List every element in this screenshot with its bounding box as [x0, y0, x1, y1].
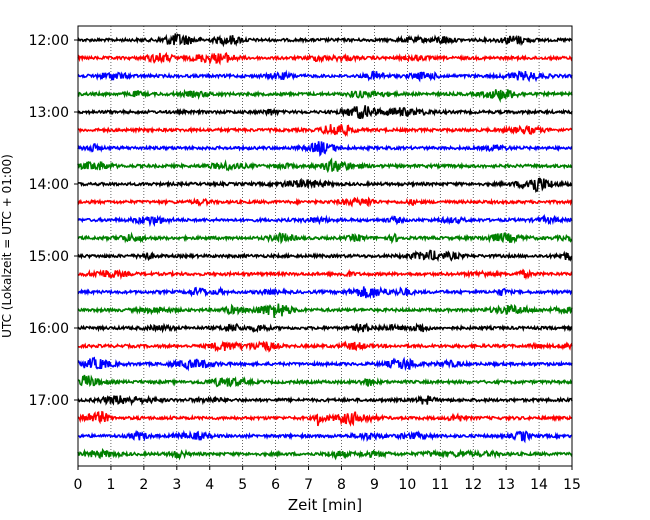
- x-tick-label: 5: [238, 477, 247, 493]
- x-tick-label: 4: [205, 477, 214, 493]
- trace-1715: [77, 410, 573, 427]
- trace-1430: [77, 213, 573, 228]
- trace-1745: [77, 447, 573, 461]
- x-tick-label: 6: [271, 477, 280, 493]
- y-axis-label: UTC (Lokalzeit = UTC + 01:00): [0, 154, 14, 338]
- x-tick-label: 7: [304, 477, 313, 493]
- x-tick-label: 3: [172, 477, 181, 493]
- x-tick-label: 10: [398, 477, 416, 493]
- plot-frame: [77, 25, 573, 467]
- x-tick-label: 13: [497, 477, 515, 493]
- trace-1400: [77, 177, 573, 193]
- x-tick-label: 9: [370, 477, 379, 493]
- x-tick-label: 15: [563, 477, 581, 493]
- trace-1615: [78, 340, 573, 353]
- x-axis-ticks: 0 1 2 3 4 5 6 7 8 9 10 11 12 13 14 15: [74, 466, 581, 493]
- trace-1600: [77, 322, 573, 334]
- x-tick-label: 1: [106, 477, 115, 493]
- x-tick-label: 8: [337, 477, 346, 493]
- trace-1630: [77, 356, 573, 372]
- y-tick-label: 16:00: [29, 321, 69, 337]
- trace-1345: [77, 157, 573, 174]
- trace-1330: [77, 141, 573, 157]
- trace-1215: [77, 51, 573, 66]
- y-axis-ticks: 12:00 13:00 14:00 15:00 16:00 17:00: [29, 33, 78, 409]
- grid-lines: [110, 26, 540, 466]
- y-tick-label: 14:00: [29, 177, 69, 193]
- trace-1530: [77, 285, 573, 300]
- trace-1245: [77, 88, 573, 104]
- x-tick-label: 12: [464, 477, 482, 493]
- x-axis-label: Zeit [min]: [288, 496, 362, 514]
- x-tick-label: 2: [139, 477, 148, 493]
- y-tick-label: 12:00: [29, 33, 69, 49]
- trace-1700: [77, 394, 573, 407]
- trace-1445: [77, 231, 573, 245]
- y-tick-label: 13:00: [29, 105, 69, 121]
- x-tick-label: 14: [530, 477, 548, 493]
- trace-1730: [78, 429, 573, 444]
- trace-1415: [77, 196, 573, 208]
- trace-1200: [77, 33, 573, 48]
- trace-1545: [77, 303, 573, 318]
- y-tick-label: 17:00: [29, 393, 69, 409]
- trace-1300: [77, 105, 573, 120]
- trace-1515: [77, 268, 573, 281]
- seismic-traces: [77, 33, 573, 461]
- trace-1315: [77, 124, 573, 137]
- x-tick-label: 0: [74, 477, 83, 493]
- y-tick-label: 15:00: [29, 249, 69, 265]
- trace-1230: [77, 69, 573, 83]
- x-tick-label: 11: [431, 477, 449, 493]
- trace-1645: [77, 374, 573, 388]
- trace-1500: [77, 249, 573, 263]
